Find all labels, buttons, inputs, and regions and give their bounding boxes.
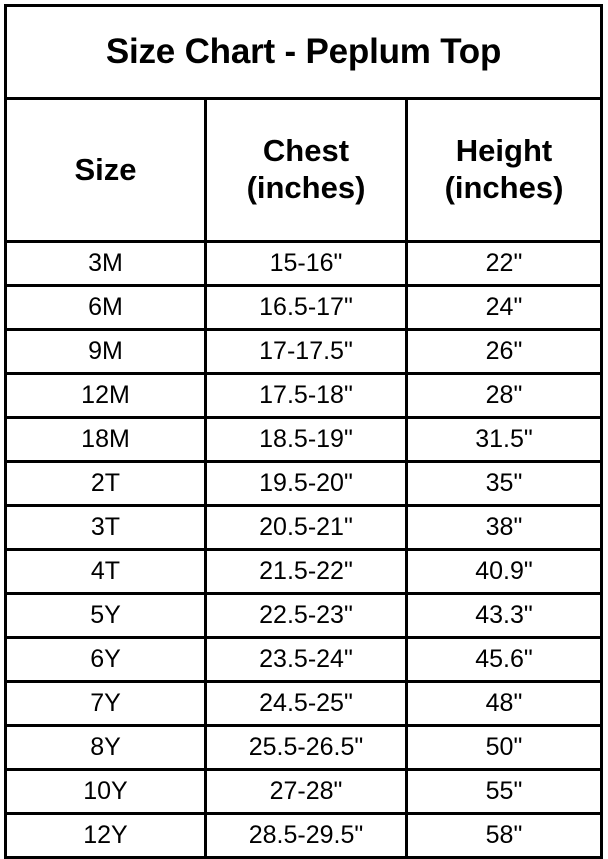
column-header-chest: Chest (inches)	[204, 97, 408, 243]
table-row: 18M 18.5-19" 31.5"	[4, 416, 603, 463]
cell-height: 50"	[405, 724, 603, 771]
cell-height: 48"	[405, 680, 603, 727]
size-chart-table: Size Chart - Peplum Top Size Chest (inch…	[4, 4, 603, 859]
cell-size: 6Y	[4, 636, 207, 683]
cell-chest: 17.5-18"	[204, 372, 408, 419]
table-row: 12Y 28.5-29.5" 58"	[4, 812, 603, 859]
cell-chest: 23.5-24"	[204, 636, 408, 683]
table-row: 7Y 24.5-25" 48"	[4, 680, 603, 727]
table-row: 6Y 23.5-24" 45.6"	[4, 636, 603, 683]
cell-chest: 25.5-26.5"	[204, 724, 408, 771]
cell-chest: 28.5-29.5"	[204, 812, 408, 859]
cell-chest: 16.5-17"	[204, 284, 408, 331]
table-row: 10Y 27-28" 55"	[4, 768, 603, 815]
column-header-height-unit: (inches)	[444, 170, 564, 205]
cell-height: 58"	[405, 812, 603, 859]
column-header-height: Height (inches)	[405, 97, 603, 243]
cell-size: 18M	[4, 416, 207, 463]
cell-size: 3M	[4, 240, 207, 287]
cell-size: 5Y	[4, 592, 207, 639]
size-chart-sheet: Size Chart - Peplum Top Size Chest (inch…	[4, 4, 603, 859]
table-row: 5Y 22.5-23" 43.3"	[4, 592, 603, 639]
table-row: 12M 17.5-18" 28"	[4, 372, 603, 419]
title-row: Size Chart - Peplum Top	[4, 4, 603, 100]
cell-height: 22"	[405, 240, 603, 287]
cell-chest: 21.5-22"	[204, 548, 408, 595]
column-header-chest-label: Chest	[262, 133, 350, 169]
cell-height: 31.5"	[405, 416, 603, 463]
cell-chest: 18.5-19"	[204, 416, 408, 463]
table-row: 9M 17-17.5" 26"	[4, 328, 603, 375]
table-row: 2T 19.5-20" 35"	[4, 460, 603, 507]
cell-height: 24"	[405, 284, 603, 331]
cell-height: 55"	[405, 768, 603, 815]
cell-chest: 17-17.5"	[204, 328, 408, 375]
column-header-height-label: Height	[455, 133, 553, 169]
cell-height: 35"	[405, 460, 603, 507]
table-row: 4T 21.5-22" 40.9"	[4, 548, 603, 595]
cell-size: 3T	[4, 504, 207, 551]
cell-size: 10Y	[4, 768, 207, 815]
cell-chest: 19.5-20"	[204, 460, 408, 507]
cell-size: 4T	[4, 548, 207, 595]
table-row: 3M 15-16" 22"	[4, 240, 603, 287]
cell-chest: 20.5-21"	[204, 504, 408, 551]
cell-height: 28"	[405, 372, 603, 419]
cell-height: 26"	[405, 328, 603, 375]
cell-size: 8Y	[4, 724, 207, 771]
column-header-size: Size	[4, 97, 207, 243]
cell-height: 45.6"	[405, 636, 603, 683]
cell-height: 43.3"	[405, 592, 603, 639]
page-title: Size Chart - Peplum Top	[4, 4, 603, 100]
cell-chest: 22.5-23"	[204, 592, 408, 639]
table-row: 3T 20.5-21" 38"	[4, 504, 603, 551]
cell-size: 9M	[4, 328, 207, 375]
cell-chest: 24.5-25"	[204, 680, 408, 727]
table-row: 8Y 25.5-26.5" 50"	[4, 724, 603, 771]
cell-size: 6M	[4, 284, 207, 331]
cell-chest: 27-28"	[204, 768, 408, 815]
cell-chest: 15-16"	[204, 240, 408, 287]
cell-size: 12Y	[4, 812, 207, 859]
cell-height: 40.9"	[405, 548, 603, 595]
cell-size: 7Y	[4, 680, 207, 727]
column-header-chest-unit: (inches)	[246, 170, 366, 205]
cell-height: 38"	[405, 504, 603, 551]
cell-size: 2T	[4, 460, 207, 507]
size-chart-body: Size Chart - Peplum Top Size Chest (inch…	[4, 4, 603, 859]
table-row: 6M 16.5-17" 24"	[4, 284, 603, 331]
header-row: Size Chest (inches) Height (inches)	[4, 97, 603, 243]
cell-size: 12M	[4, 372, 207, 419]
